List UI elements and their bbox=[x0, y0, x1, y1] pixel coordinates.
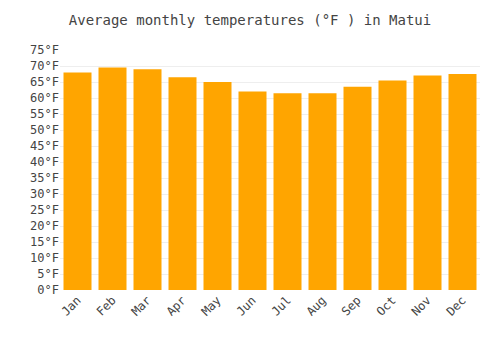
svg-text:65°F: 65°F bbox=[30, 75, 59, 89]
svg-text:Aug: Aug bbox=[304, 293, 329, 318]
svg-text:Apr: Apr bbox=[164, 293, 189, 318]
svg-text:35°F: 35°F bbox=[30, 171, 59, 185]
svg-text:5°F: 5°F bbox=[37, 267, 59, 281]
svg-text:75°F: 75°F bbox=[30, 43, 59, 57]
svg-text:60°F: 60°F bbox=[30, 91, 59, 105]
svg-text:0°F: 0°F bbox=[37, 283, 59, 297]
svg-text:45°F: 45°F bbox=[30, 139, 59, 153]
svg-text:50°F: 50°F bbox=[30, 123, 59, 137]
svg-text:Jun: Jun bbox=[234, 293, 259, 318]
svg-text:Mar: Mar bbox=[129, 293, 154, 318]
svg-text:Feb: Feb bbox=[94, 293, 119, 318]
svg-text:30°F: 30°F bbox=[30, 187, 59, 201]
svg-text:Jul: Jul bbox=[269, 293, 294, 318]
svg-text:Sep: Sep bbox=[339, 293, 364, 318]
svg-text:Nov: Nov bbox=[409, 293, 434, 318]
svg-text:40°F: 40°F bbox=[30, 155, 59, 169]
svg-text:25°F: 25°F bbox=[30, 203, 59, 217]
svg-text:15°F: 15°F bbox=[30, 235, 59, 249]
svg-text:Oct: Oct bbox=[374, 293, 399, 318]
svg-text:10°F: 10°F bbox=[30, 251, 59, 265]
svg-text:55°F: 55°F bbox=[30, 107, 59, 121]
svg-text:May: May bbox=[199, 293, 224, 318]
svg-text:Jan: Jan bbox=[59, 293, 84, 318]
svg-text:70°F: 70°F bbox=[30, 59, 59, 73]
svg-text:20°F: 20°F bbox=[30, 219, 59, 233]
svg-text:Average monthly temperatures (: Average monthly temperatures (°F ) in Ma… bbox=[69, 12, 431, 28]
svg-text:Dec: Dec bbox=[444, 293, 469, 318]
